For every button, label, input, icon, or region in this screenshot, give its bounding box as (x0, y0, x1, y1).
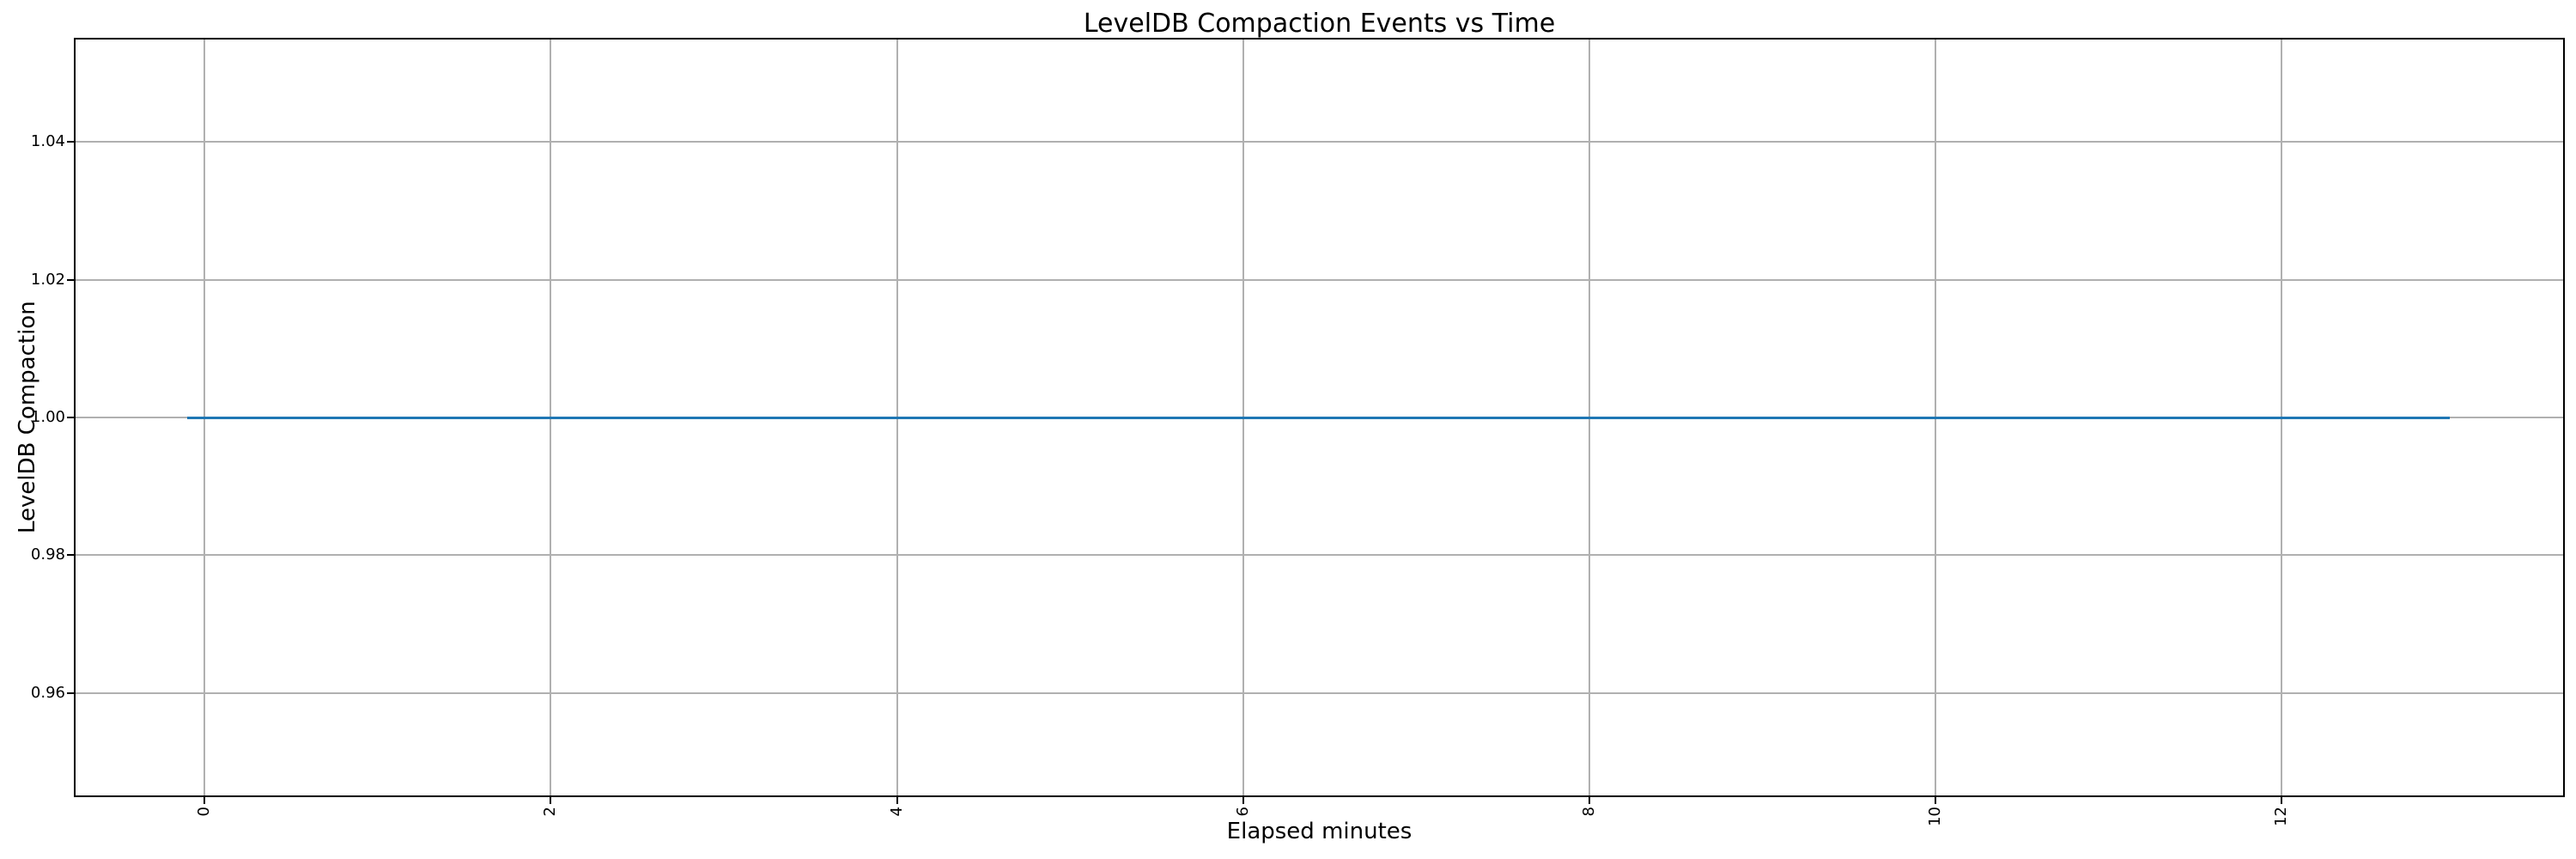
x-axis-label: Elapsed minutes (1226, 819, 1413, 844)
spine-bottom (74, 795, 2565, 797)
y-tick-mark (67, 691, 74, 694)
y-gridline (75, 278, 2564, 281)
x-tick-mark (2281, 797, 2283, 804)
y-tick-mark (67, 141, 74, 143)
x-tick-label: 2 (541, 807, 560, 817)
x-tick-label: 8 (1579, 807, 1598, 817)
x-tick-label: 10 (1926, 807, 1945, 826)
y-tick-label: 1.02 (30, 270, 65, 289)
x-tick-label: 0 (195, 807, 214, 817)
y-tick-label: 1.04 (30, 132, 65, 151)
data-line (187, 416, 2450, 419)
x-tick-mark (896, 797, 898, 804)
x-tick-label: 12 (2272, 807, 2291, 826)
x-tick-label: 4 (887, 807, 906, 817)
y-tick-label: 0.98 (30, 545, 65, 564)
y-tick-mark (67, 417, 74, 418)
x-tick-mark (1588, 797, 1590, 804)
x-tick-mark (204, 797, 206, 804)
y-tick-label: 0.96 (30, 683, 65, 702)
y-tick-mark (67, 554, 74, 557)
x-tick-mark (550, 797, 552, 804)
y-tick-mark (67, 278, 74, 281)
x-tick-label: 6 (1233, 807, 1252, 817)
y-gridline (75, 141, 2564, 143)
y-gridline (75, 554, 2564, 557)
chart-title: LevelDB Compaction Events vs Time (1083, 9, 1556, 39)
spine-top (74, 38, 2565, 40)
y-tick-label: 1.00 (30, 408, 65, 426)
y-gridline (75, 691, 2564, 694)
spine-right (2563, 38, 2565, 797)
spine-left (74, 38, 76, 797)
x-tick-mark (1935, 797, 1937, 804)
x-tick-mark (1242, 797, 1244, 804)
